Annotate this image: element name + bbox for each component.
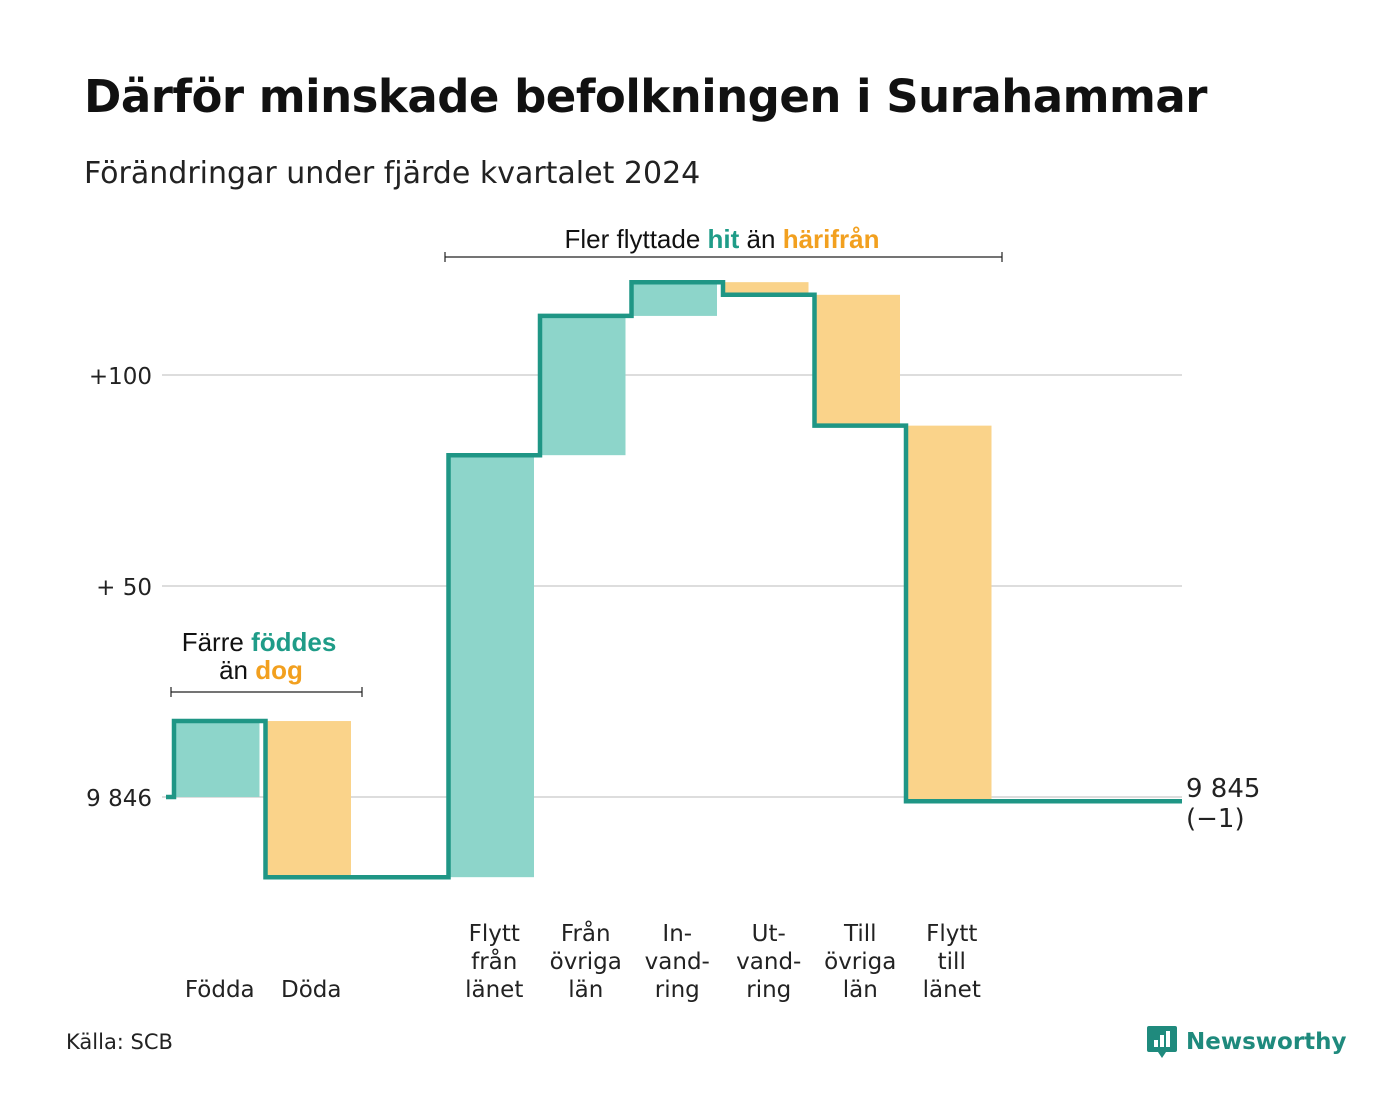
- end-change-label: (−1): [1186, 804, 1245, 834]
- category-label: Döda: [281, 977, 341, 1003]
- category-label: övriga: [550, 949, 622, 975]
- bar-outflow: [265, 721, 351, 878]
- population-step-line: [166, 279, 1182, 880]
- annotation-migration: Fler flyttade hit än härifrån: [444, 224, 1003, 262]
- bar-inflow: [174, 721, 260, 797]
- end-population-label: 9 845: [1186, 774, 1260, 804]
- brand-logo: Newsworthy: [1146, 1024, 1347, 1060]
- category-label: Till: [843, 921, 877, 947]
- bar-inflow: [540, 315, 626, 456]
- y-tick-label: 9 846: [86, 786, 152, 812]
- svg-text:Fler flyttade hit: Fler flyttade hit än härifrån: [564, 224, 879, 254]
- chart-title: Därför minskade befolkningen i Surahamma…: [84, 70, 1207, 123]
- svg-text:än dog: än dog: [219, 655, 303, 685]
- annotation-births-deaths: Färre föddes än dog: [170, 627, 363, 697]
- category-label: Flytt: [469, 921, 520, 947]
- bar-outflow: [906, 425, 992, 802]
- category-label: vand-: [645, 949, 710, 975]
- bars: [174, 282, 1182, 878]
- bar-outflow: [814, 294, 900, 426]
- y-tick-label: +100: [89, 364, 152, 390]
- category-label: ring: [746, 977, 791, 1003]
- category-label: Födda: [185, 977, 255, 1003]
- y-axis-ticks: 9 846 + 50 +100: [86, 364, 152, 812]
- source-note: Källa: SCB: [66, 1030, 173, 1054]
- category-label: från: [471, 947, 517, 975]
- chart-subtitle: Förändringar under fjärde kvartalet 2024: [84, 156, 701, 191]
- y-tick-label: + 50: [96, 575, 152, 601]
- category-label: övriga: [824, 949, 896, 975]
- newsworthy-logo-icon: [1147, 1026, 1177, 1058]
- bar-inflow: [448, 455, 534, 878]
- category-label: In-: [662, 921, 692, 947]
- svg-text:Färre föddes: Färre föddes: [182, 627, 337, 657]
- category-label: länet: [465, 977, 523, 1003]
- category-labels: Födda DödaFlyttfrånlänetFrånövrigalänIn-v…: [185, 919, 981, 1003]
- category-label: Från: [561, 919, 611, 947]
- category-label: till: [938, 949, 966, 975]
- step-line-path: [166, 279, 1182, 880]
- category-label: vand-: [736, 949, 801, 975]
- category-label: län: [843, 977, 878, 1003]
- bar-inflow: [631, 282, 717, 316]
- bar-outflow: [723, 282, 809, 295]
- category-label: ring: [655, 977, 700, 1003]
- category-label: länet: [923, 977, 981, 1003]
- category-label: Flytt: [926, 921, 977, 947]
- brand-name: Newsworthy: [1186, 1029, 1347, 1055]
- category-label: Ut-: [752, 921, 786, 947]
- category-label: län: [568, 977, 603, 1003]
